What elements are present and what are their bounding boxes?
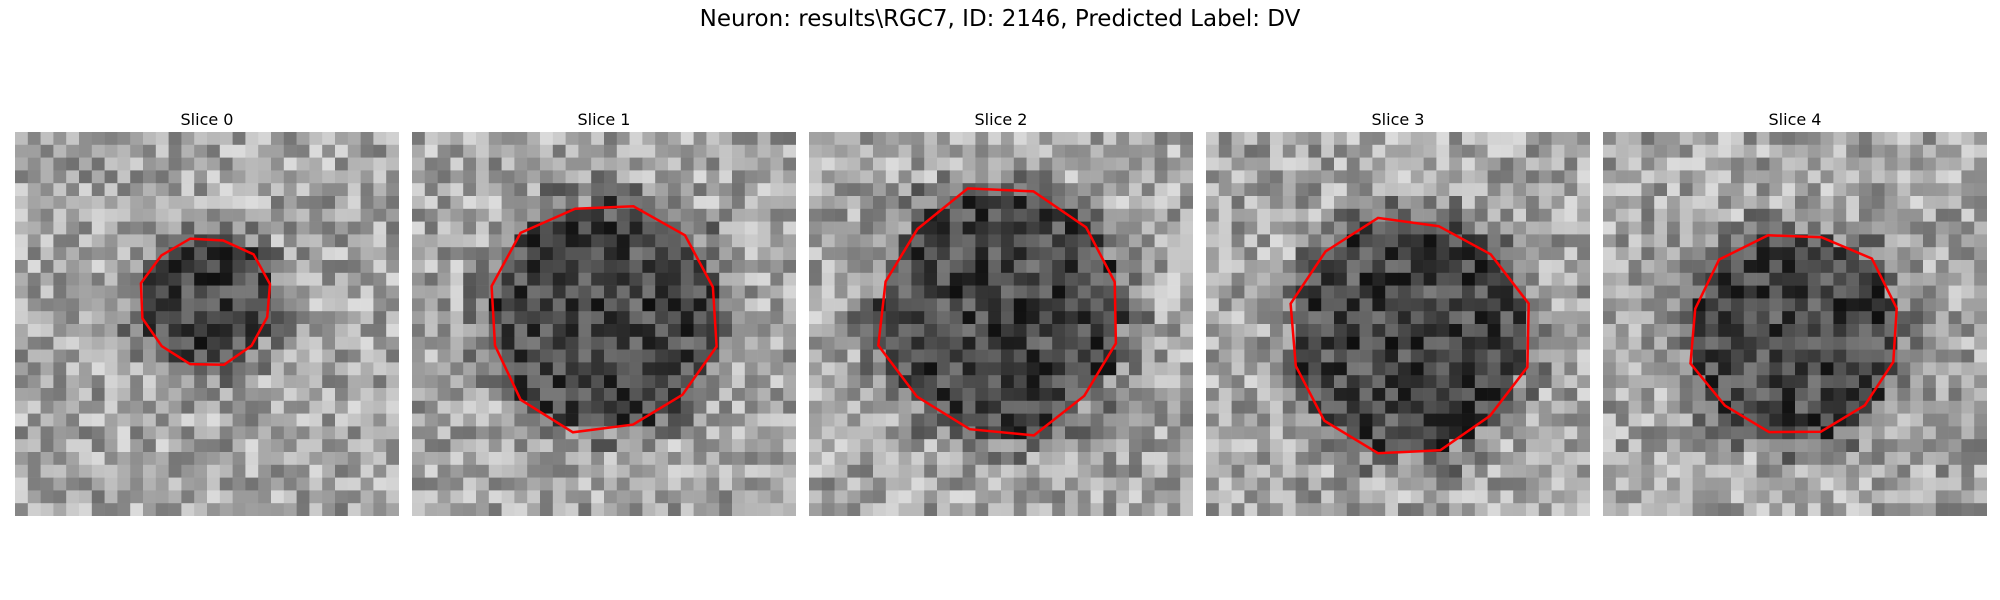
slice-title: Slice 3 (1371, 110, 1425, 129)
slice-image (1603, 132, 1987, 516)
slice-panel-4: Slice 4 (1603, 108, 1987, 516)
cell-contour (490, 205, 718, 434)
slice-image (412, 132, 796, 516)
cell-contour (139, 237, 272, 366)
figure-title: Neuron: results\RGC7, ID: 2146, Predicte… (699, 6, 1301, 32)
slice-panel-2: Slice 2 (809, 108, 1193, 516)
slice-title: Slice 4 (1768, 110, 1822, 129)
slice-title: Slice 1 (577, 110, 631, 129)
slice-image (1206, 132, 1590, 516)
slice-title: Slice 0 (180, 110, 234, 129)
slice-panel-0: Slice 0 (15, 108, 399, 516)
cell-contour (877, 187, 1118, 437)
slice-panel-3: Slice 3 (1206, 108, 1590, 516)
cell-contour (1689, 234, 1898, 434)
slice-title: Slice 2 (974, 110, 1028, 129)
slice-panel-1: Slice 1 (412, 108, 796, 516)
slice-image (809, 132, 1193, 516)
cell-contour (1289, 216, 1530, 455)
slice-image (15, 132, 399, 516)
